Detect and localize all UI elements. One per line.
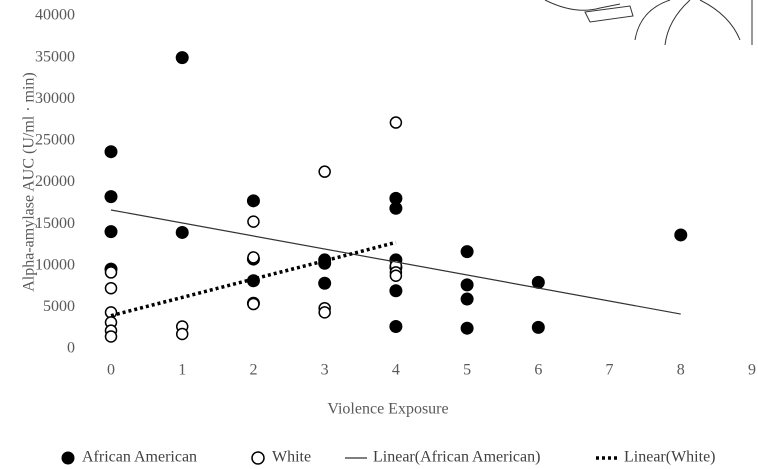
illustration: [544, 0, 753, 46]
x-tick-label: 1: [178, 362, 186, 379]
y-tick-label: 35000: [35, 48, 75, 65]
point: [460, 292, 474, 306]
x-tick-label: 6: [534, 362, 542, 379]
trend-line: [110, 209, 681, 315]
x-tick-label: 9: [748, 362, 756, 379]
point: [247, 251, 260, 264]
legend-label: African American: [82, 449, 197, 466]
x-tick-label: 2: [249, 362, 257, 379]
point: [104, 190, 118, 204]
y-tick-label: 20000: [35, 173, 75, 190]
point: [674, 228, 688, 242]
legend-marker: [61, 451, 75, 465]
legend-label: White: [272, 449, 311, 466]
point: [318, 276, 332, 290]
x-tick-label: 5: [463, 362, 471, 379]
point: [389, 269, 403, 282]
point: [460, 245, 474, 259]
x-tick-label: 0: [107, 362, 115, 379]
point: [175, 225, 189, 239]
x-tick-label: 8: [677, 362, 685, 379]
y-tick-label: 10000: [35, 256, 75, 273]
point: [104, 266, 118, 279]
x-tick-label: 7: [606, 362, 614, 379]
legend-label: Linear(African American): [373, 449, 540, 466]
y-tick-label: 25000: [35, 132, 75, 149]
y-axis-label: Alpha-amylase AUC (U/ml · min): [21, 72, 38, 292]
point: [389, 191, 403, 205]
point: [389, 320, 403, 334]
point: [531, 320, 545, 334]
y-tick-label: 15000: [35, 215, 75, 232]
point: [246, 194, 260, 208]
y-tick-label: 0: [67, 340, 75, 357]
point: [460, 321, 474, 335]
y-tick-label: 40000: [35, 7, 75, 24]
point: [389, 201, 403, 215]
x-tick-label: 4: [392, 362, 400, 379]
point: [318, 306, 331, 319]
point: [104, 225, 118, 239]
x-tick-label: 3: [321, 362, 329, 379]
point: [247, 215, 260, 228]
point: [318, 165, 331, 178]
point: [318, 256, 332, 270]
legend-label: Linear(White): [624, 449, 716, 466]
point: [175, 327, 189, 341]
point: [389, 116, 403, 129]
point: [389, 284, 403, 298]
point: [531, 275, 545, 289]
point: [104, 145, 118, 159]
point: [104, 281, 118, 295]
point: [104, 330, 118, 343]
point: [175, 51, 189, 65]
y-tick-label: 30000: [35, 90, 75, 107]
point: [247, 297, 260, 311]
legend-marker: [251, 451, 265, 465]
y-tick-label: 5000: [43, 298, 75, 315]
point: [460, 278, 474, 292]
trend-line: [110, 240, 397, 318]
x-axis-label: Violence Exposure: [327, 401, 448, 418]
